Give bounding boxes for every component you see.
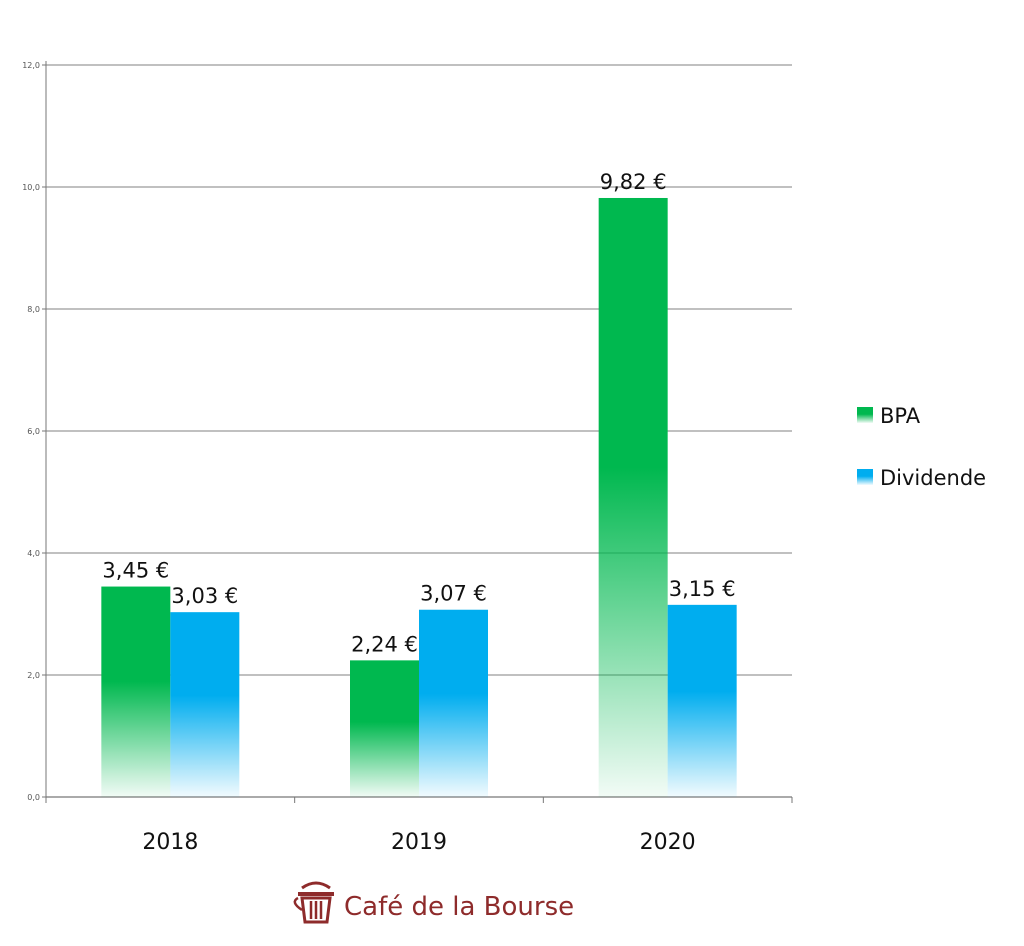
legend-label: Dividende [880,466,986,490]
y-tick-label: 4,0 [27,549,40,558]
legend-swatch-dividende [857,469,873,485]
data-label: 2,24 € [351,632,418,656]
y-tick-label: 6,0 [27,427,40,436]
legend-label: BPA [880,404,921,428]
bar-bpa-2019 [350,660,419,797]
brand-logo: Café de la Bourse [293,881,574,924]
data-label: 3,03 € [171,584,238,608]
bar-dividende-2020 [667,604,737,797]
coffee-cup-icon [293,881,334,924]
y-tick-label: 8,0 [27,305,40,314]
bar-dividende-2019 [419,609,488,797]
y-tick-label: 10,0 [22,183,40,192]
data-label: 9,82 € [600,170,667,194]
x-tick-label: 2020 [640,830,696,855]
bar-bpa-2018 [101,586,171,797]
y-tick-label: 12,0 [22,61,40,70]
y-tick-label: 2,0 [27,671,40,680]
legend: BPA Dividende [857,404,986,490]
data-label: 3,45 € [102,559,169,583]
bar-bpa-2020 [598,197,668,798]
brand-logo-text: Café de la Bourse [344,892,574,922]
x-tick-label: 2019 [391,830,447,855]
data-label: 3,07 € [420,582,487,606]
y-tick-label: 0,0 [27,793,40,802]
data-label: 3,15 € [669,577,736,601]
x-tick-label: 2018 [142,830,198,855]
legend-swatch-bpa [857,407,873,423]
bar-dividende-2018 [170,612,240,797]
